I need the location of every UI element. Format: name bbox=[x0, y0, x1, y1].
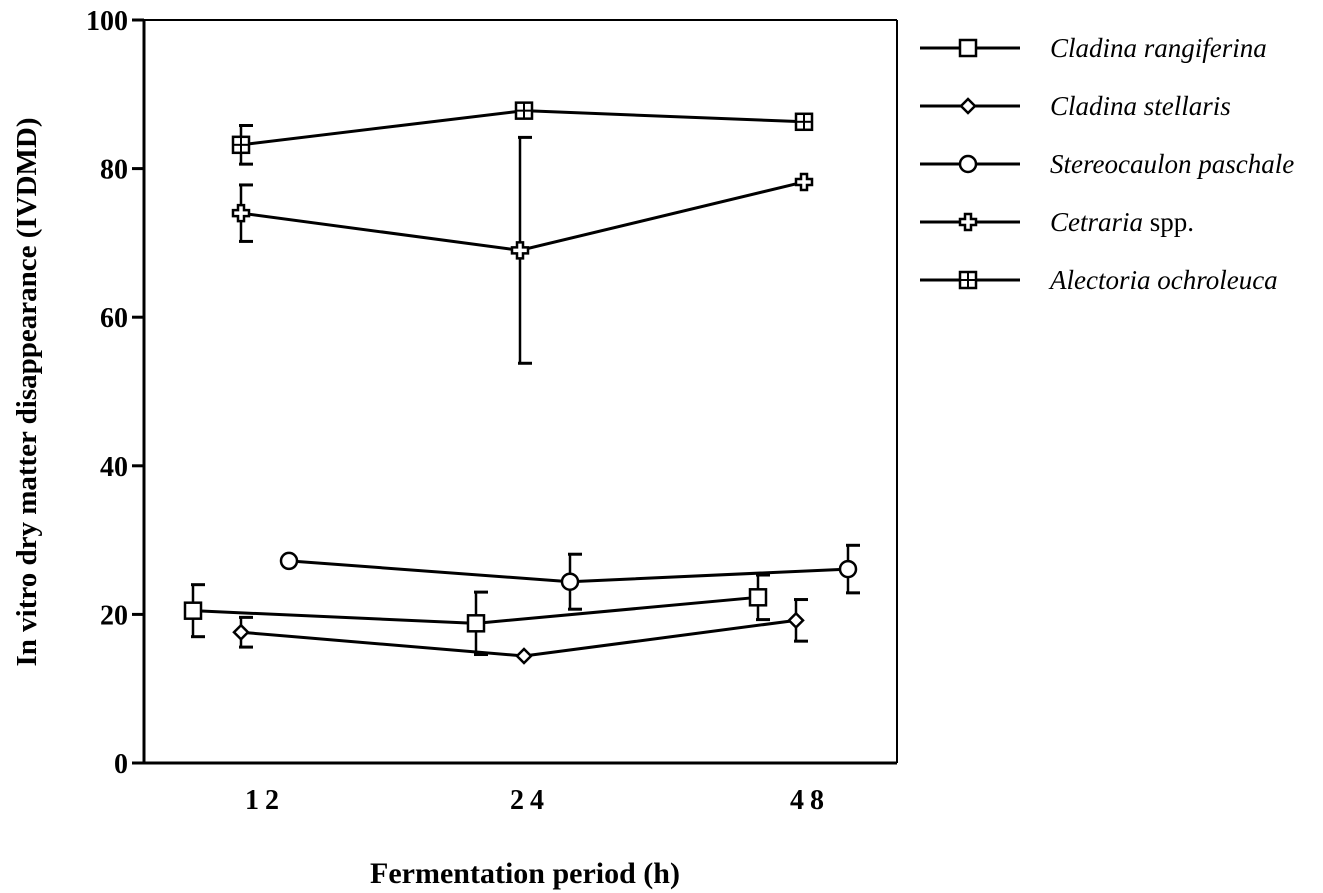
marker-diamond bbox=[959, 97, 977, 115]
marker-cross bbox=[794, 172, 814, 192]
marker-cross bbox=[510, 241, 530, 260]
legend-entry: Stereocaulon paschale bbox=[920, 149, 1294, 179]
series-layer bbox=[183, 101, 860, 665]
legend: Cladina rangiferina Cladina stellaris Ster… bbox=[920, 33, 1294, 295]
series-line bbox=[240, 618, 797, 658]
x-tick-label: 24 bbox=[510, 785, 550, 816]
legend-label: Cetraria spp. bbox=[1050, 207, 1194, 237]
marker-circle bbox=[958, 154, 978, 174]
marker-circle bbox=[279, 551, 299, 571]
marker-square bbox=[466, 614, 486, 633]
legend-entry: Cladina stellaris bbox=[920, 91, 1231, 121]
series-boxcross bbox=[231, 101, 814, 166]
y-tick-label: 0 bbox=[114, 749, 128, 780]
series-diamond bbox=[232, 598, 808, 665]
x-tick-label: 12 bbox=[245, 785, 285, 816]
x-tick-label: 48 bbox=[790, 785, 830, 816]
axes: 0 20 40 60 80 100 12 24 48 bbox=[86, 6, 898, 816]
marker-diamond bbox=[515, 647, 533, 665]
series-line bbox=[240, 180, 805, 252]
legend-label: Cladina rangiferina bbox=[1050, 33, 1267, 63]
series-square bbox=[183, 573, 770, 657]
y-tick-label: 20 bbox=[100, 600, 128, 631]
legend-entry: Cetraria spp. bbox=[920, 207, 1194, 237]
y-tick-label: 60 bbox=[100, 303, 128, 334]
legend-entry: Cladina rangiferina bbox=[920, 33, 1267, 63]
y-axis-title: In vitro dry matter disappearance (IVDMD… bbox=[11, 117, 43, 666]
marker-cross bbox=[231, 203, 251, 223]
legend-entry: Alectoria ochroleuca bbox=[920, 265, 1278, 295]
marker-diamond bbox=[232, 623, 250, 641]
legend-label: Stereocaulon paschale bbox=[1050, 149, 1294, 179]
marker-square bbox=[958, 38, 978, 58]
marker-cross bbox=[958, 212, 978, 232]
legend-label: Cladina stellaris bbox=[1050, 91, 1231, 121]
series-cross bbox=[231, 135, 814, 365]
marker-circle bbox=[560, 572, 580, 591]
legend-label: Alectoria ochroleuca bbox=[1048, 265, 1278, 295]
marker-square bbox=[748, 588, 768, 607]
series-circle bbox=[279, 543, 860, 611]
y-tick-label: 80 bbox=[100, 155, 128, 186]
y-tick-label: 100 bbox=[86, 6, 128, 37]
marker-square bbox=[183, 601, 203, 620]
marker-circle bbox=[838, 559, 858, 579]
x-axis-title: Fermentation period (h) bbox=[370, 857, 680, 890]
marker-diamond bbox=[787, 611, 805, 630]
y-tick-label: 40 bbox=[100, 452, 128, 483]
